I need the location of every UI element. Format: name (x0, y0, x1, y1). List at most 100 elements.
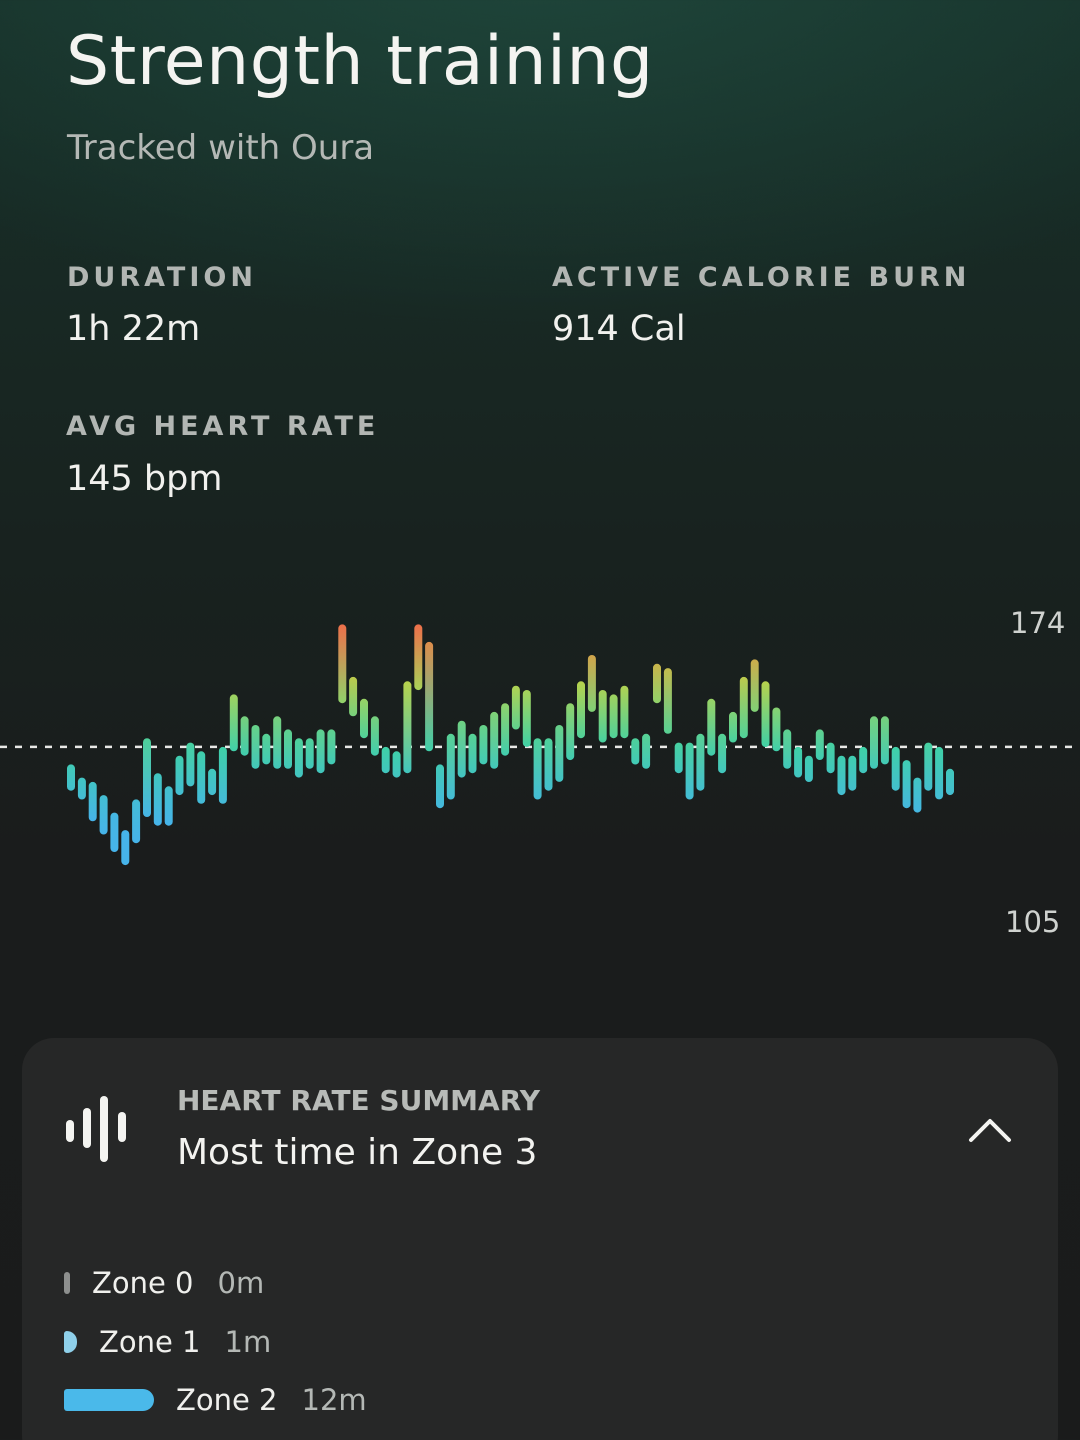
heart-rate-bar (501, 703, 510, 756)
heart-rate-bar (794, 746, 803, 778)
heart-rate-bar (685, 742, 694, 800)
zone-2-time: 12m (301, 1383, 367, 1417)
heart-rate-bar (164, 786, 173, 826)
heart-rate-bar (240, 716, 249, 756)
heart-rate-bar (414, 624, 423, 691)
heart-rate-bar (490, 711, 499, 769)
heart-rate-bar (880, 716, 889, 765)
heart-rate-bar (349, 676, 358, 717)
heart-rate-bar (208, 768, 217, 796)
heart-rate-bar (110, 812, 119, 852)
heart-rate-bar (262, 733, 271, 765)
heart-rate-bar (121, 830, 130, 866)
heart-rate-bar (436, 764, 444, 809)
heart-rate-bar (533, 738, 542, 800)
duration-value: 1h 22m (66, 309, 201, 349)
heart-rate-bar (631, 738, 640, 765)
summary-value: Most time in Zone 3 (177, 1132, 538, 1173)
zone-1-bar (64, 1331, 77, 1353)
chevron-up-icon[interactable] (965, 1108, 1015, 1148)
heart-rate-bar (218, 746, 227, 804)
heart-rate-bar (653, 663, 661, 704)
heart-rate-bar (381, 746, 390, 774)
heart-rate-bar (468, 733, 477, 774)
heart-rate-summary-card[interactable] (22, 1038, 1058, 1440)
heart-rate-bar (327, 729, 336, 765)
heart-rate-bar (609, 694, 618, 739)
heart-rate-bar (197, 751, 206, 804)
heart-rate-bar (370, 716, 379, 756)
heart-rate-bar (696, 733, 705, 791)
heart-rate-bar (511, 685, 520, 730)
calorie-label: ACTIVE CALORIE BURN (552, 262, 971, 293)
heart-rate-bar (175, 755, 184, 796)
heart-rate-bar (425, 641, 434, 752)
heart-rate-bar (826, 742, 835, 774)
heart-rate-bar (663, 668, 672, 734)
heart-rate-bar (837, 755, 846, 796)
heart-rate-bar (870, 716, 878, 769)
heart-rate-bar (707, 698, 716, 756)
heart-rate-bar (598, 690, 607, 743)
heart-rate-bar (913, 777, 922, 813)
zone-0-time: 0m (217, 1266, 265, 1300)
y-axis-max-label: 174 (1010, 606, 1066, 640)
avg-hr-label: AVG HEART RATE (66, 411, 380, 442)
heart-rate-bar (761, 681, 770, 747)
heart-rate-bar (186, 742, 195, 787)
heart-rate-bar (891, 746, 900, 791)
heart-rate-bar (251, 725, 260, 769)
heart-rate-bar (566, 703, 575, 761)
heart-rate-bar (946, 768, 954, 796)
heart-rate-bar (88, 781, 97, 822)
heart-rate-bar (587, 655, 596, 712)
zone-2-name: Zone 2 (176, 1383, 278, 1417)
heart-rate-bar (403, 681, 412, 774)
duration-label: DURATION (67, 262, 257, 293)
heart-rate-bar (273, 716, 282, 769)
heart-rate-bar (815, 729, 824, 760)
heart-rate-bar (522, 690, 531, 747)
heart-rate-bar (153, 773, 162, 826)
heart-rate-bar (772, 707, 781, 752)
zone-1-time: 1m (224, 1325, 272, 1359)
heart-rate-bar (783, 729, 792, 769)
heart-rate-bar (924, 742, 933, 791)
heart-rate-bar (360, 698, 368, 739)
heart-rate-bar (229, 694, 238, 752)
zone-row-2: Zone 2 12m (64, 1380, 367, 1420)
heart-rate-bar (804, 755, 813, 782)
zone-row-0: Zone 0 0m (64, 1263, 264, 1303)
zone-2-bar (64, 1389, 154, 1411)
heart-rate-bar (577, 681, 585, 739)
zone-row-1: Zone 1 1m (64, 1322, 271, 1362)
zone-1-name: Zone 1 (99, 1325, 201, 1359)
heart-rate-chart (0, 624, 1080, 866)
summary-label: HEART RATE SUMMARY (177, 1084, 541, 1117)
heart-rate-bar (392, 751, 401, 778)
heart-rate-bar (642, 733, 651, 769)
heart-rate-bar (859, 746, 868, 774)
heart-rate-bar (284, 729, 292, 769)
avg-hr-value: 145 bpm (66, 459, 223, 499)
heart-rate-bar (77, 777, 86, 800)
heart-rate-bar (674, 742, 683, 774)
heart-rate-bar (338, 624, 347, 704)
heart-rate-bar (555, 725, 564, 782)
heart-rate-bar (750, 659, 759, 712)
heart-rate-bar (294, 738, 303, 778)
heart-rate-bar (902, 760, 911, 809)
calorie-value: 914 Cal (552, 309, 686, 349)
y-axis-min-label: 105 (1005, 905, 1061, 939)
heart-rate-waveform-icon (66, 1096, 126, 1162)
heart-rate-bar (935, 746, 944, 800)
heart-rate-bar (457, 720, 466, 778)
heart-rate-bar (446, 733, 455, 800)
heart-rate-bar (67, 764, 75, 791)
heart-rate-bar (479, 725, 488, 765)
zone-0-name: Zone 0 (92, 1266, 194, 1300)
heart-rate-bar (143, 738, 151, 817)
heart-rate-bar (544, 738, 553, 791)
heart-rate-bar (305, 738, 314, 769)
heart-rate-bar (620, 685, 629, 739)
